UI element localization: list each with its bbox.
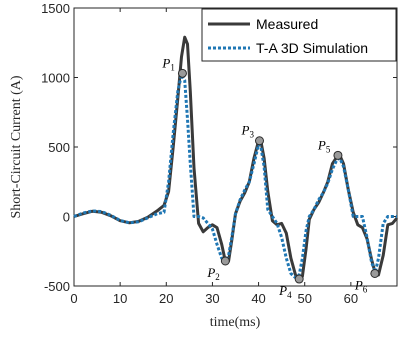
point-label-letter: P: [354, 277, 363, 292]
point-label-letter: P: [317, 137, 326, 152]
point-label-letter: P: [161, 55, 170, 70]
x-tick-label: 50: [297, 291, 311, 306]
point-label-p1: P1: [161, 55, 174, 72]
y-axis-label: Short-Circuit Current (A): [9, 75, 24, 218]
point-label-letter: P: [278, 283, 287, 298]
point-marker-p4: [294, 274, 304, 284]
point-label-p3: P3: [240, 123, 254, 140]
y-tick-label: 1000: [41, 71, 70, 86]
point-label-subscript: 4: [287, 290, 292, 300]
point-marker-p5: [333, 150, 343, 160]
point-label-subscript: 6: [363, 284, 368, 294]
point-marker-p1: [177, 68, 187, 78]
x-tick-label: 0: [70, 291, 77, 306]
x-tick-label: 20: [159, 291, 173, 306]
y-tick-label: 500: [48, 140, 70, 155]
point-marker-p2: [220, 256, 230, 266]
point-label-p5: P5: [317, 137, 331, 154]
legend-label-measured: Measured: [256, 16, 318, 32]
x-axis-label: time(ms): [210, 315, 261, 330]
x-tick-label: 30: [205, 291, 219, 306]
point-marker-p6: [370, 268, 380, 278]
legend-box: [201, 8, 397, 62]
point-label-p6: P6: [354, 277, 368, 294]
point-marker-p3: [254, 136, 264, 146]
y-tick-label: -500: [44, 279, 70, 294]
point-label-subscript: 5: [326, 144, 331, 154]
x-tick-label: 60: [344, 291, 358, 306]
point-label-letter: P: [240, 123, 249, 138]
point-label-letter: P: [206, 265, 215, 280]
point-label-subscript: 1: [170, 62, 175, 72]
legend: Measured T-A 3D Simulation: [201, 8, 397, 62]
point-label-subscript: 3: [249, 130, 254, 140]
point-label-p4: P4: [278, 283, 292, 300]
x-tick-label: 40: [251, 291, 265, 306]
x-tick-label: 10: [113, 291, 127, 306]
point-label-p2: P2: [206, 265, 219, 282]
legend-label-simulation: T-A 3D Simulation: [256, 40, 368, 56]
point-label-subscript: 2: [215, 272, 220, 282]
y-tick-label: 0: [63, 210, 70, 225]
y-tick-label: 1500: [41, 1, 70, 16]
